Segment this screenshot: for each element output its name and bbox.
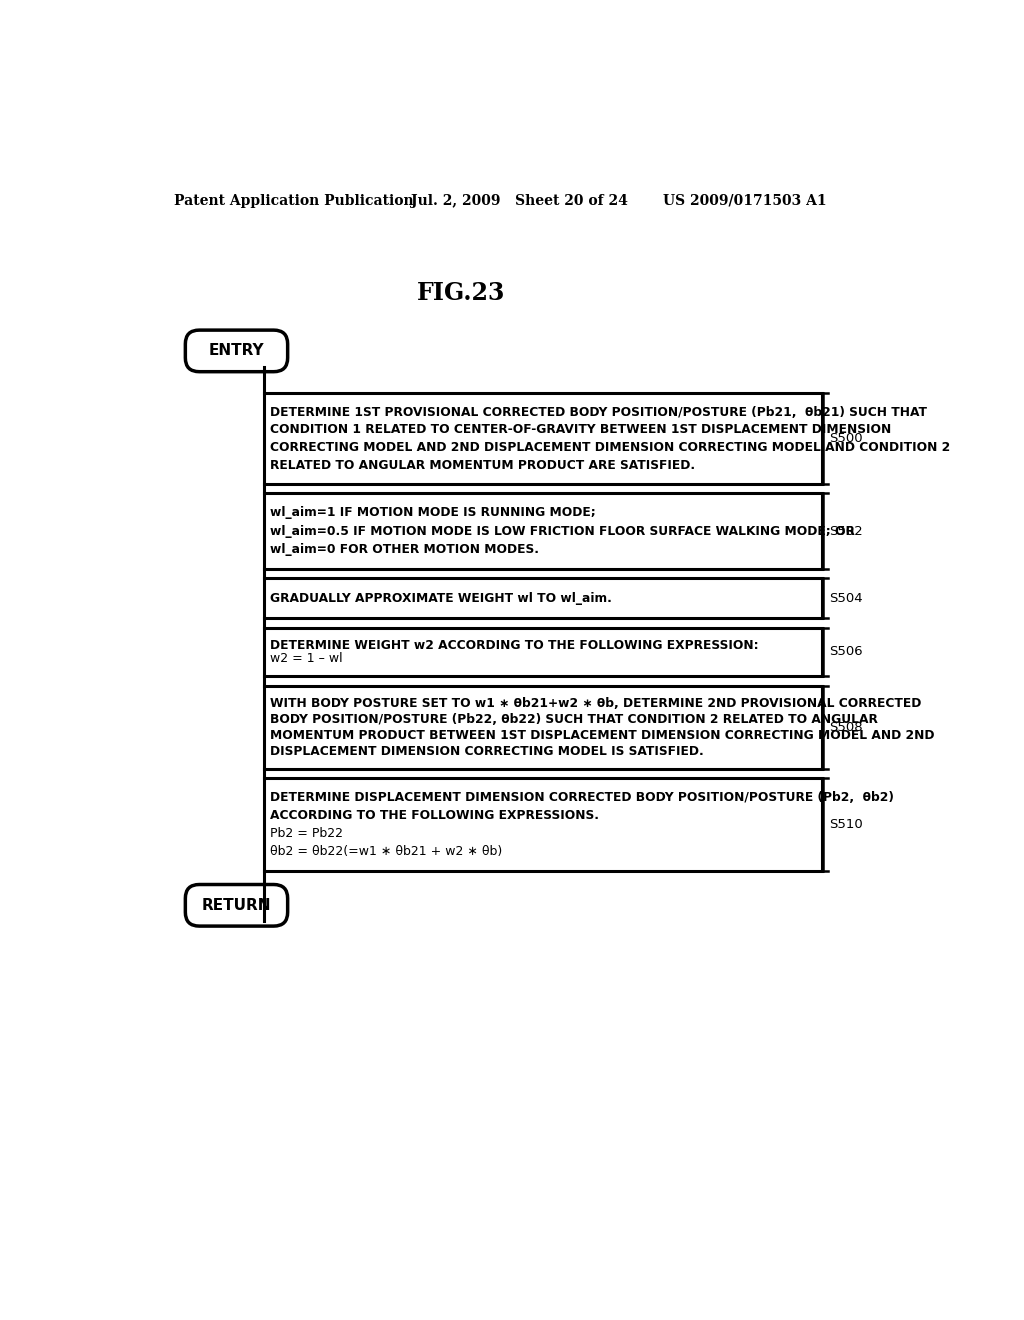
- Text: US 2009/0171503 A1: US 2009/0171503 A1: [663, 194, 826, 207]
- Text: Jul. 2, 2009   Sheet 20 of 24: Jul. 2, 2009 Sheet 20 of 24: [411, 194, 628, 207]
- Text: GRADUALLY APPROXIMATE WEIGHT wl TO wl_aim.: GRADUALLY APPROXIMATE WEIGHT wl TO wl_ai…: [270, 591, 611, 605]
- Text: ENTRY: ENTRY: [209, 343, 264, 359]
- Text: RETURN: RETURN: [202, 898, 271, 913]
- Bar: [263, 578, 821, 618]
- Text: θb2 = θb22(=w1 ∗ θb21 + w2 ∗ θb): θb2 = θb22(=w1 ∗ θb21 + w2 ∗ θb): [270, 845, 502, 858]
- Bar: [263, 686, 821, 770]
- Text: DETERMINE 1ST PROVISIONAL CORRECTED BODY POSITION/POSTURE (Pb21,  θb21) SUCH THA: DETERMINE 1ST PROVISIONAL CORRECTED BODY…: [270, 405, 927, 418]
- FancyBboxPatch shape: [185, 330, 288, 372]
- Text: MOMENTUM PRODUCT BETWEEN 1ST DISPLACEMENT DIMENSION CORRECTING MODEL AND 2ND: MOMENTUM PRODUCT BETWEEN 1ST DISPLACEMEN…: [270, 729, 934, 742]
- Bar: [263, 393, 821, 484]
- Text: ACCORDING TO THE FOLLOWING EXPRESSIONS.: ACCORDING TO THE FOLLOWING EXPRESSIONS.: [270, 809, 599, 822]
- Text: FIG.23: FIG.23: [417, 281, 506, 305]
- Text: DISPLACEMENT DIMENSION CORRECTING MODEL IS SATISFIED.: DISPLACEMENT DIMENSION CORRECTING MODEL …: [270, 744, 703, 758]
- Text: Pb2 = Pb22: Pb2 = Pb22: [270, 828, 343, 840]
- Text: wl_aim=1 IF MOTION MODE IS RUNNING MODE;: wl_aim=1 IF MOTION MODE IS RUNNING MODE;: [270, 506, 596, 519]
- Text: S506: S506: [829, 645, 863, 659]
- Bar: [263, 628, 821, 676]
- Text: Patent Application Publication: Patent Application Publication: [174, 194, 414, 207]
- Bar: [263, 494, 821, 569]
- Text: DETERMINE DISPLACEMENT DIMENSION CORRECTED BODY POSITION/POSTURE (Pb2,  θb2): DETERMINE DISPLACEMENT DIMENSION CORRECT…: [270, 791, 894, 804]
- Text: S502: S502: [829, 524, 863, 537]
- Text: CONDITION 1 RELATED TO CENTER-OF-GRAVITY BETWEEN 1ST DISPLACEMENT DIMENSION: CONDITION 1 RELATED TO CENTER-OF-GRAVITY…: [270, 424, 891, 437]
- Text: S500: S500: [829, 432, 863, 445]
- Text: S510: S510: [829, 818, 863, 832]
- Text: S508: S508: [829, 721, 863, 734]
- Text: S504: S504: [829, 591, 863, 605]
- Bar: [263, 779, 821, 871]
- Text: DETERMINE WEIGHT w2 ACCORDING TO THE FOLLOWING EXPRESSION:: DETERMINE WEIGHT w2 ACCORDING TO THE FOL…: [270, 639, 759, 652]
- Text: RELATED TO ANGULAR MOMENTUM PRODUCT ARE SATISFIED.: RELATED TO ANGULAR MOMENTUM PRODUCT ARE …: [270, 459, 695, 471]
- Text: BODY POSITION/POSTURE (Pb22, θb22) SUCH THAT CONDITION 2 RELATED TO ANGULAR: BODY POSITION/POSTURE (Pb22, θb22) SUCH …: [270, 713, 878, 726]
- FancyBboxPatch shape: [185, 884, 288, 927]
- Text: wl_aim=0 FOR OTHER MOTION MODES.: wl_aim=0 FOR OTHER MOTION MODES.: [270, 543, 539, 556]
- Text: CORRECTING MODEL AND 2ND DISPLACEMENT DIMENSION CORRECTING MODEL AND CONDITION 2: CORRECTING MODEL AND 2ND DISPLACEMENT DI…: [270, 441, 950, 454]
- Text: WITH BODY POSTURE SET TO w1 ∗ θb21+w2 ∗ θb, DETERMINE 2ND PROVISIONAL CORRECTED: WITH BODY POSTURE SET TO w1 ∗ θb21+w2 ∗ …: [270, 697, 922, 710]
- Text: wl_aim=0.5 IF MOTION MODE IS LOW FRICTION FLOOR SURFACE WALKING MODE; OR: wl_aim=0.5 IF MOTION MODE IS LOW FRICTIO…: [270, 524, 855, 537]
- Text: w2 = 1 – wl: w2 = 1 – wl: [270, 652, 342, 665]
